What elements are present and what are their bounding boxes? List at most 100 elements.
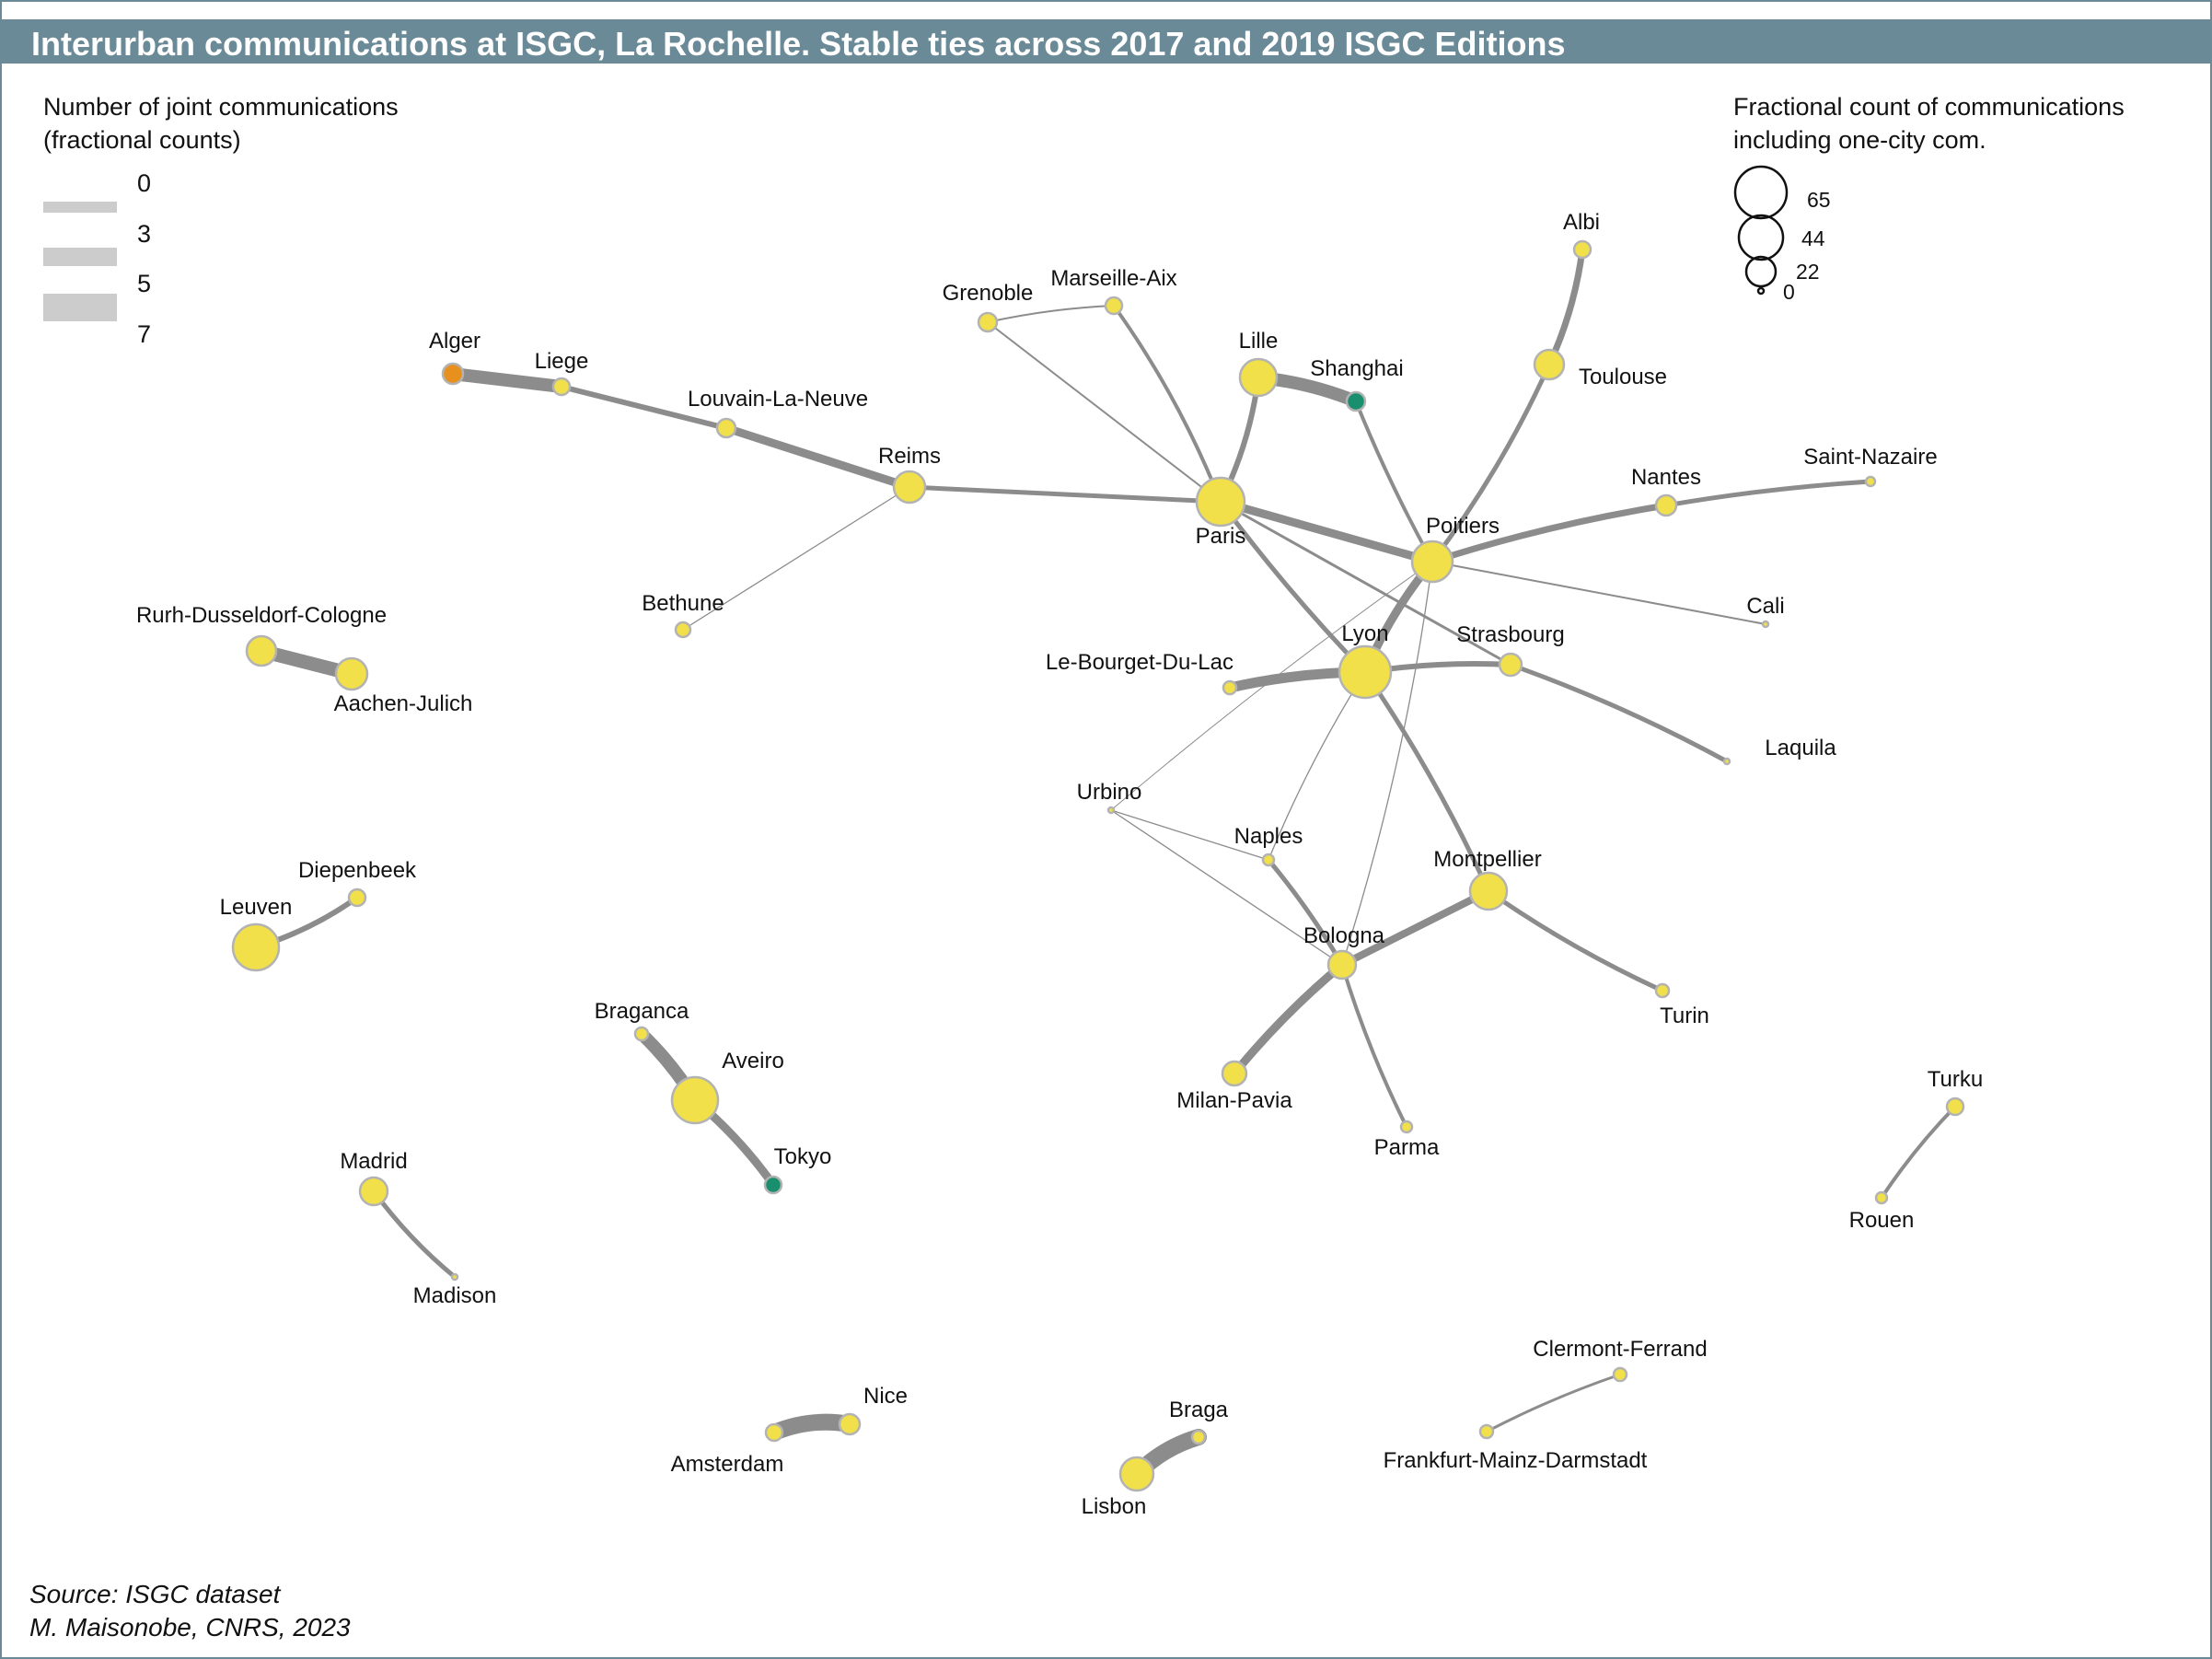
node-liege[interactable] bbox=[551, 377, 572, 397]
edge-grenoble-marseille-aix bbox=[987, 305, 1115, 323]
node-parma[interactable] bbox=[1399, 1120, 1414, 1134]
node-label-paris: Paris bbox=[1196, 524, 1246, 549]
edge-width-legend: Number of joint communications (fraction… bbox=[43, 93, 399, 348]
node-rurh-dusseldorf-cologne[interactable] bbox=[245, 634, 278, 667]
edge-legend-bar-zero bbox=[43, 205, 117, 213]
node-braga[interactable] bbox=[1190, 1429, 1207, 1445]
labels-layer: Alger Liege Louvain-La-Neuve Reims Bethune Gr… bbox=[136, 210, 1983, 1519]
node-lille[interactable] bbox=[1238, 357, 1279, 398]
node-albi[interactable] bbox=[1572, 239, 1592, 260]
edge-strasbourg-laquila bbox=[1508, 662, 1730, 764]
node-grenoble[interactable] bbox=[977, 311, 999, 333]
node-madison[interactable] bbox=[450, 1272, 459, 1282]
node-diepenbeek[interactable] bbox=[347, 888, 367, 908]
nodes-layer bbox=[231, 239, 1965, 1492]
node-legend-label-65: 65 bbox=[1807, 188, 1831, 212]
node-label-poitiers: Poitiers bbox=[1426, 514, 1500, 539]
edge-liege-louvain-la-neuve bbox=[559, 384, 729, 431]
edge-legend-title-line1: Number of joint communications bbox=[43, 93, 399, 121]
node-laquila[interactable] bbox=[1722, 757, 1731, 766]
node-le-bourget-du-lac[interactable] bbox=[1222, 679, 1238, 696]
node-braganca[interactable] bbox=[633, 1026, 650, 1042]
page-title: Interurban communications at ISGC, La Ro… bbox=[31, 25, 1566, 63]
node-label-shanghai: Shanghai bbox=[1310, 356, 1403, 381]
node-amsterdam[interactable] bbox=[764, 1422, 784, 1443]
node-turin[interactable] bbox=[1654, 982, 1671, 999]
edge-rouen-turku bbox=[1880, 1105, 1957, 1200]
node-lisbon[interactable] bbox=[1118, 1456, 1155, 1492]
node-label-saint-nazaire: Saint-Nazaire bbox=[1803, 445, 1937, 470]
edge-legend-bar-5 bbox=[43, 248, 117, 266]
node-rouen[interactable] bbox=[1874, 1190, 1889, 1205]
node-madrid[interactable] bbox=[358, 1176, 389, 1207]
node-label-nantes: Nantes bbox=[1631, 465, 1701, 490]
edge-reims-bethune bbox=[682, 486, 910, 631]
node-label-bologna: Bologna bbox=[1303, 923, 1385, 948]
node-montpellier[interactable] bbox=[1468, 871, 1509, 911]
node-saint-nazaire[interactable] bbox=[1864, 475, 1877, 488]
node-label-urbino: Urbino bbox=[1077, 780, 1142, 805]
node-legend-label-44: 44 bbox=[1801, 226, 1825, 250]
node-label-frankfurt-mainz-darmstadt: Frankfurt-Mainz-Darmstadt bbox=[1384, 1448, 1648, 1473]
edge-paris-lyon bbox=[1218, 499, 1368, 675]
node-strasbourg[interactable] bbox=[1498, 652, 1523, 678]
node-size-legend: Fractional count of communications inclu… bbox=[1733, 93, 2125, 304]
node-shanghai[interactable] bbox=[1345, 390, 1367, 412]
node-label-turku: Turku bbox=[1928, 1067, 1983, 1092]
node-alger[interactable] bbox=[441, 362, 465, 386]
edge-montpellier-turin bbox=[1486, 888, 1665, 993]
node-lyon[interactable] bbox=[1338, 644, 1393, 700]
edge-poitiers-nantes bbox=[1429, 502, 1670, 565]
node-label-le-bourget-du-lac: Le-Bourget-Du-Lac bbox=[1046, 650, 1233, 675]
node-frankfurt-mainz-darmstadt[interactable] bbox=[1478, 1423, 1495, 1440]
node-label-diepenbeek: Diepenbeek bbox=[298, 858, 417, 883]
edge-legend-label-5: 5 bbox=[137, 270, 151, 297]
edge-bologna-milan-pavia bbox=[1230, 960, 1347, 1078]
node-legend-title-line1: Fractional count of communications bbox=[1733, 93, 2125, 121]
source-line: Source: ISGC dataset bbox=[29, 1580, 281, 1608]
edge-legend-title-line2: (fractional counts) bbox=[43, 126, 241, 154]
author-line: M. Maisonobe, CNRS, 2023 bbox=[29, 1613, 351, 1642]
node-marseille-aix[interactable] bbox=[1104, 296, 1124, 316]
node-nantes[interactable] bbox=[1654, 493, 1678, 517]
node-cali[interactable] bbox=[1761, 620, 1770, 629]
edge-toulouse-poitiers bbox=[1430, 362, 1552, 564]
node-label-tokyo: Tokyo bbox=[774, 1144, 832, 1169]
node-tokyo[interactable] bbox=[763, 1175, 783, 1195]
edge-amsterdam-nice bbox=[766, 1413, 858, 1441]
node-legend-label-0: 0 bbox=[1783, 280, 1795, 304]
node-louvain-la-neuve[interactable] bbox=[715, 417, 737, 439]
edge-urbino-naples bbox=[1110, 809, 1269, 861]
node-nice[interactable] bbox=[838, 1412, 862, 1436]
node-leuven[interactable] bbox=[231, 922, 281, 972]
edge-urbino-bologna bbox=[1110, 809, 1343, 966]
edges-layer bbox=[253, 246, 1957, 1482]
node-legend-label-22: 22 bbox=[1796, 260, 1820, 284]
node-label-lisbon: Lisbon bbox=[1082, 1494, 1147, 1519]
node-paris[interactable] bbox=[1195, 476, 1246, 528]
node-bethune[interactable] bbox=[674, 621, 692, 639]
node-bologna[interactable] bbox=[1326, 949, 1358, 980]
node-poitiers[interactable] bbox=[1410, 539, 1454, 584]
edge-louvain-la-neuve-reims bbox=[722, 423, 914, 492]
edge-nantes-saint-nazaire bbox=[1663, 479, 1873, 508]
node-aveiro[interactable] bbox=[670, 1075, 720, 1125]
node-aachen-julich[interactable] bbox=[334, 656, 369, 691]
edge-legend-label-3: 3 bbox=[137, 220, 151, 248]
node-clermont-ferrand[interactable] bbox=[1612, 1366, 1628, 1383]
node-label-aveiro: Aveiro bbox=[722, 1049, 784, 1073]
node-label-madison: Madison bbox=[413, 1283, 497, 1308]
edge-grenoble-paris bbox=[987, 321, 1222, 503]
node-label-strasbourg: Strasbourg bbox=[1456, 622, 1564, 647]
edge-alger-liege bbox=[446, 367, 568, 393]
edge-paris-poitiers bbox=[1216, 497, 1437, 566]
node-turku[interactable] bbox=[1945, 1096, 1965, 1117]
node-toulouse[interactable] bbox=[1533, 348, 1566, 381]
node-naples[interactable] bbox=[1261, 853, 1276, 867]
edge-poitiers-bologna bbox=[1341, 561, 1433, 966]
node-milan-pavia[interactable] bbox=[1221, 1060, 1248, 1087]
node-urbino[interactable] bbox=[1106, 806, 1116, 815]
node-reims[interactable] bbox=[892, 470, 927, 505]
edge-poitiers-cali bbox=[1431, 561, 1766, 625]
edge-legend-bar-7 bbox=[43, 294, 117, 321]
